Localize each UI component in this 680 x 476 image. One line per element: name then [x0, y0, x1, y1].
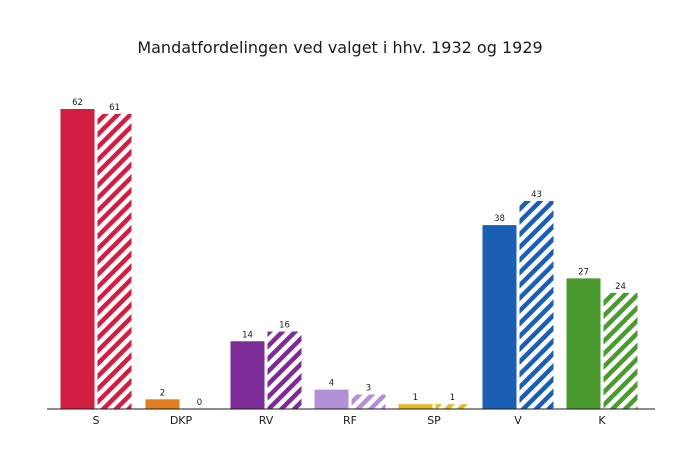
value-label-sp-1929: 1: [450, 393, 455, 403]
category-label-k: K: [598, 414, 606, 427]
bar-dkp-1932: [145, 399, 180, 409]
value-label-v-1932: 38: [494, 214, 505, 224]
value-label-k-1929: 24: [615, 282, 626, 292]
category-label-dkp: DKP: [170, 414, 193, 427]
bar-k-1929: [603, 292, 638, 409]
bar-rf-1929: [351, 394, 386, 409]
value-label-dkp-1932: 2: [160, 388, 165, 398]
x-axis-labels: S DKP RV RF SP V K: [93, 414, 607, 427]
value-label-k-1932: 27: [578, 267, 589, 277]
category-label-rf: RF: [343, 414, 357, 427]
value-label-dkp-1929: 0: [197, 398, 202, 408]
bar-v-1932: [482, 225, 517, 409]
bar-k-1932: [566, 278, 601, 409]
bar-rv-1929: [267, 331, 302, 409]
bar-sp-1932: [398, 404, 433, 409]
bar-rf-1932: [314, 389, 349, 409]
chart-title: Mandatfordelingen ved valget i hhv. 1932…: [137, 38, 542, 57]
bar-s-1932: [60, 109, 95, 409]
category-label-sp: SP: [427, 414, 441, 427]
value-label-rf-1929: 3: [366, 383, 371, 393]
value-label-s-1932: 62: [72, 98, 83, 108]
value-label-rf-1932: 4: [329, 379, 334, 389]
value-label-s-1929: 61: [109, 103, 120, 113]
bar-sp-1929: [435, 404, 470, 409]
value-label-rv-1929: 16: [279, 321, 290, 331]
value-label-rv-1932: 14: [242, 330, 253, 340]
bar-rv-1932: [230, 341, 265, 409]
bar-v-1929: [519, 200, 554, 409]
bar-s-1929: [97, 113, 132, 409]
category-label-v: V: [514, 414, 522, 427]
category-label-rv: RV: [259, 414, 274, 427]
value-label-v-1929: 43: [531, 190, 542, 200]
category-label-s: S: [93, 414, 100, 427]
value-label-sp-1932: 1: [413, 393, 418, 403]
